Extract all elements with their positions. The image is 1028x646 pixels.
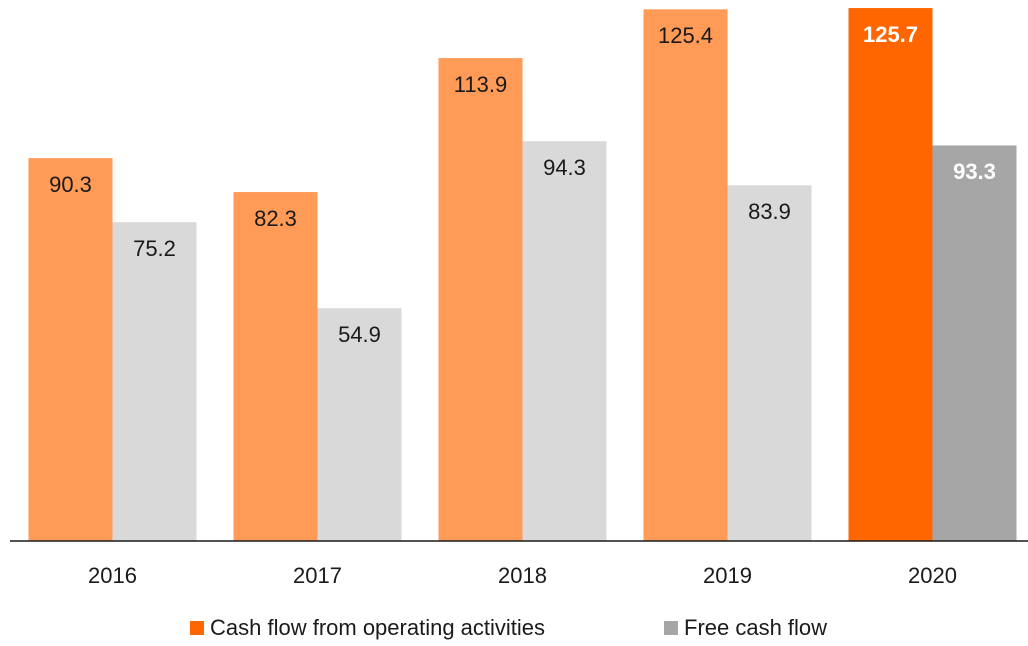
legend-swatch — [664, 621, 678, 635]
x-tick-label: 2018 — [498, 563, 547, 588]
bar — [112, 222, 197, 541]
bar — [28, 158, 113, 541]
legend-label: Cash flow from operating activities — [210, 615, 545, 640]
x-tick-label: 2019 — [703, 563, 752, 588]
data-label: 90.3 — [49, 172, 92, 197]
bar — [727, 185, 812, 541]
bar — [233, 192, 318, 541]
bar — [643, 9, 728, 542]
x-tick-label: 2020 — [908, 563, 957, 588]
data-label: 54.9 — [338, 322, 381, 347]
bar — [438, 58, 523, 542]
data-label: 94.3 — [543, 155, 586, 180]
legend-swatch — [190, 621, 204, 635]
bar — [522, 141, 607, 541]
bar — [317, 308, 402, 541]
x-tick-label: 2016 — [88, 563, 137, 588]
data-label: 75.2 — [133, 236, 176, 261]
data-label: 93.3 — [953, 159, 996, 184]
bar — [848, 8, 933, 541]
data-label: 113.9 — [454, 72, 507, 97]
data-label: 125.4 — [658, 23, 713, 48]
data-label: 83.9 — [748, 199, 791, 224]
legend-label: Free cash flow — [684, 615, 827, 640]
x-tick-label: 2017 — [293, 563, 342, 588]
bar — [932, 145, 1017, 542]
data-label: 125.7 — [863, 22, 918, 47]
data-label: 82.3 — [254, 206, 297, 231]
